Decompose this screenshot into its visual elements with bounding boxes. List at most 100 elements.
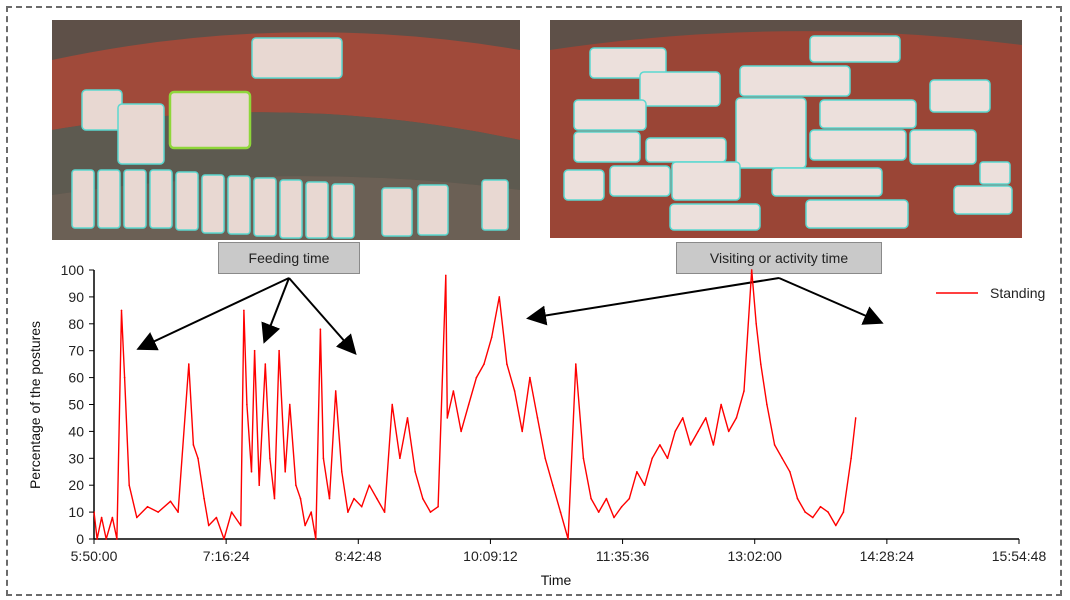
data-point — [544, 457, 546, 460]
data-point — [319, 328, 322, 331]
data-point — [203, 497, 205, 500]
data-point — [197, 457, 199, 460]
data-point — [353, 497, 355, 500]
data-point — [559, 511, 562, 513]
data-point — [735, 417, 738, 419]
data-point — [597, 511, 600, 513]
data-point — [347, 511, 349, 513]
y-tick-label: 20 — [68, 477, 84, 493]
data-point — [590, 497, 592, 500]
data-point — [835, 524, 837, 527]
data-point — [575, 363, 577, 365]
y-tick-label: 0 — [76, 531, 84, 547]
data-point — [278, 349, 280, 352]
figure-frame — [6, 6, 1062, 596]
data-point — [111, 516, 114, 519]
data-point — [240, 524, 242, 527]
x-tick-label: 8:42:48 — [335, 548, 382, 564]
data-point — [766, 403, 768, 406]
data-point — [582, 457, 585, 460]
data-point — [620, 505, 623, 508]
data-point — [188, 363, 190, 365]
data-point — [246, 403, 248, 406]
data-point — [116, 538, 118, 540]
data-point — [315, 538, 317, 540]
data-point — [636, 471, 638, 473]
y-tick-label: 100 — [61, 262, 85, 278]
x-tick-label: 7:16:24 — [203, 548, 250, 564]
data-point — [264, 363, 267, 365]
y-tick-label: 40 — [68, 423, 84, 439]
feeding-time-callout: Feeding time — [218, 242, 360, 274]
data-point — [755, 323, 757, 325]
legend: Standing — [936, 285, 1045, 301]
data-point — [341, 471, 343, 473]
x-tick-label: 13:02:00 — [727, 548, 782, 564]
data-point — [243, 309, 245, 312]
series-line-standing — [93, 269, 857, 540]
data-point — [727, 430, 730, 433]
data-point — [123, 376, 126, 379]
data-point — [414, 471, 417, 473]
data-point — [460, 430, 462, 433]
data-point — [445, 274, 447, 277]
y-axis-title: Percentage of the postures — [27, 321, 43, 489]
data-point — [269, 457, 271, 460]
data-point — [310, 511, 313, 513]
annotation-arrows — [136, 277, 884, 356]
data-point — [513, 390, 516, 392]
data-point — [529, 376, 531, 379]
data-point — [689, 444, 692, 446]
data-point — [521, 430, 523, 433]
data-point — [406, 417, 409, 419]
data-point — [605, 497, 608, 500]
data-point — [383, 511, 386, 513]
data-point — [253, 349, 256, 352]
data-point — [273, 497, 276, 500]
data-point — [399, 457, 401, 460]
data-point — [697, 430, 699, 433]
y-tick-label: 10 — [68, 504, 84, 520]
data-point — [250, 471, 253, 473]
data-point — [720, 403, 722, 406]
data-point — [223, 538, 225, 540]
y-tick-label: 70 — [68, 343, 84, 359]
data-point — [446, 417, 449, 419]
y-tick-label: 90 — [68, 289, 84, 305]
data-point — [643, 484, 646, 487]
data-point — [760, 363, 762, 365]
data-point — [289, 403, 291, 406]
data-point — [812, 516, 814, 519]
data-point — [146, 505, 149, 508]
arrow-feeding-2 — [261, 277, 290, 344]
data-point — [96, 538, 98, 540]
arrow-visiting-1 — [526, 277, 780, 326]
data-point — [750, 269, 753, 271]
data-point — [567, 538, 569, 540]
data-point — [796, 497, 799, 500]
data-point — [192, 444, 195, 446]
visiting-activity-time-callout: Visiting or activity time — [676, 242, 882, 274]
data-point — [334, 390, 337, 392]
data-point — [322, 457, 325, 460]
data-point — [490, 336, 493, 339]
data-point — [169, 500, 172, 503]
data-point — [705, 417, 707, 419]
data-point — [100, 516, 103, 519]
data-point — [328, 497, 331, 500]
data-point — [498, 296, 501, 298]
data-point — [651, 457, 653, 460]
x-axis-title: Time — [541, 572, 572, 588]
x-tick-label: 10:09:12 — [463, 548, 518, 564]
data-point — [284, 471, 287, 473]
data-point — [452, 390, 455, 392]
x-tick-label: 15:54:48 — [992, 548, 1047, 564]
data-point — [789, 471, 791, 473]
data-point — [207, 524, 210, 527]
data-point — [136, 516, 138, 519]
data-point — [177, 511, 179, 513]
arrow-feeding-1 — [136, 277, 290, 351]
data-point — [376, 497, 378, 500]
arrow-feeding-3 — [288, 277, 357, 356]
data-point — [666, 457, 669, 460]
